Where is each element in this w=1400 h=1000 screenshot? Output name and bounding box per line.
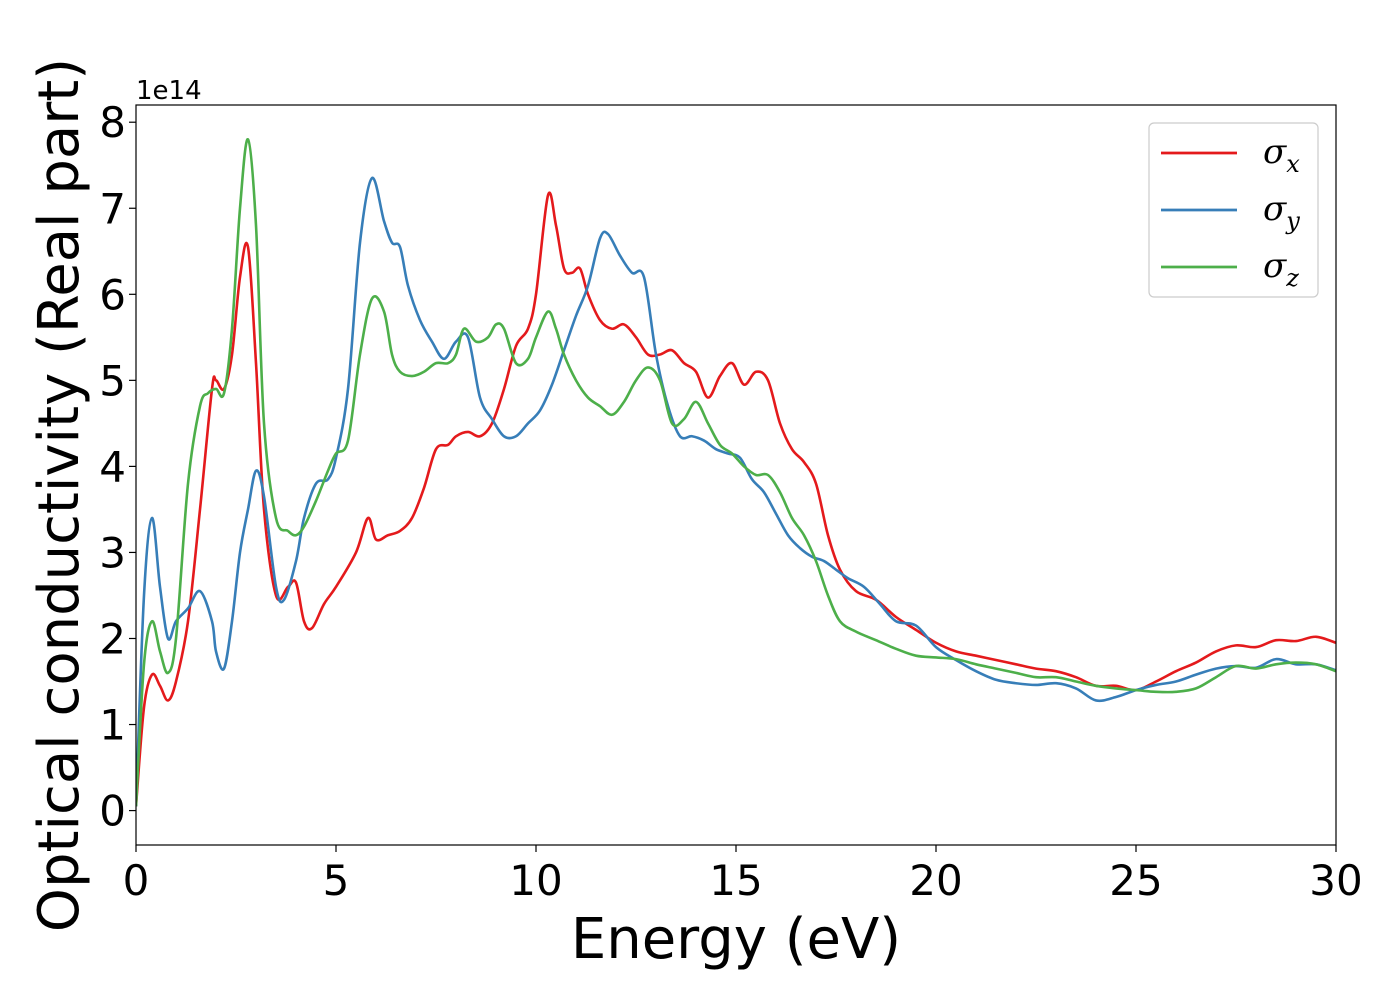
- y-tick-label: 2: [99, 614, 126, 663]
- y-tick-label: 4: [99, 442, 126, 491]
- series-line-y: [136, 176, 1336, 807]
- x-tick-label: 15: [709, 856, 762, 905]
- y-axis: 0 1 2 3 4 5 6 7 8: [99, 98, 136, 836]
- y-tick-label: 7: [99, 184, 126, 233]
- legend-label-subscript: x: [1286, 150, 1300, 178]
- series-line-x: [136, 191, 1336, 807]
- x-axis-title: Energy (eV): [571, 907, 901, 972]
- y-axis-title: Optical conductivity (Real part): [27, 58, 92, 932]
- y-tick-label: 6: [99, 270, 126, 319]
- legend-label-symbol: σ: [1263, 189, 1287, 229]
- legend-label-symbol: σ: [1263, 132, 1287, 172]
- x-tick-label: 10: [509, 856, 562, 905]
- y-tick-label: 5: [99, 356, 126, 405]
- legend-label-subscript: y: [1285, 207, 1300, 235]
- legend-label-y: σy: [1263, 189, 1300, 235]
- y-offset-label: 1e14: [136, 76, 202, 106]
- series-layer: [136, 138, 1336, 807]
- x-axis: 0 5 10 15 20 25 30: [123, 845, 1363, 905]
- y-tick-label: 0: [99, 787, 126, 836]
- y-tick-label: 1: [99, 701, 126, 750]
- series-line-z: [136, 138, 1336, 807]
- legend-label-x: σx: [1263, 132, 1300, 178]
- x-tick-label: 0: [123, 856, 150, 905]
- y-tick-label: 3: [99, 528, 126, 577]
- x-tick-label: 25: [1109, 856, 1162, 905]
- legend-label-symbol: σ: [1263, 246, 1287, 286]
- y-tick-label: 8: [99, 98, 126, 147]
- x-tick-label: 5: [323, 856, 350, 905]
- legend-label-z: σz: [1263, 246, 1299, 292]
- x-tick-label: 20: [909, 856, 962, 905]
- legend-label-subscript: z: [1285, 264, 1299, 292]
- x-tick-label: 30: [1309, 856, 1362, 905]
